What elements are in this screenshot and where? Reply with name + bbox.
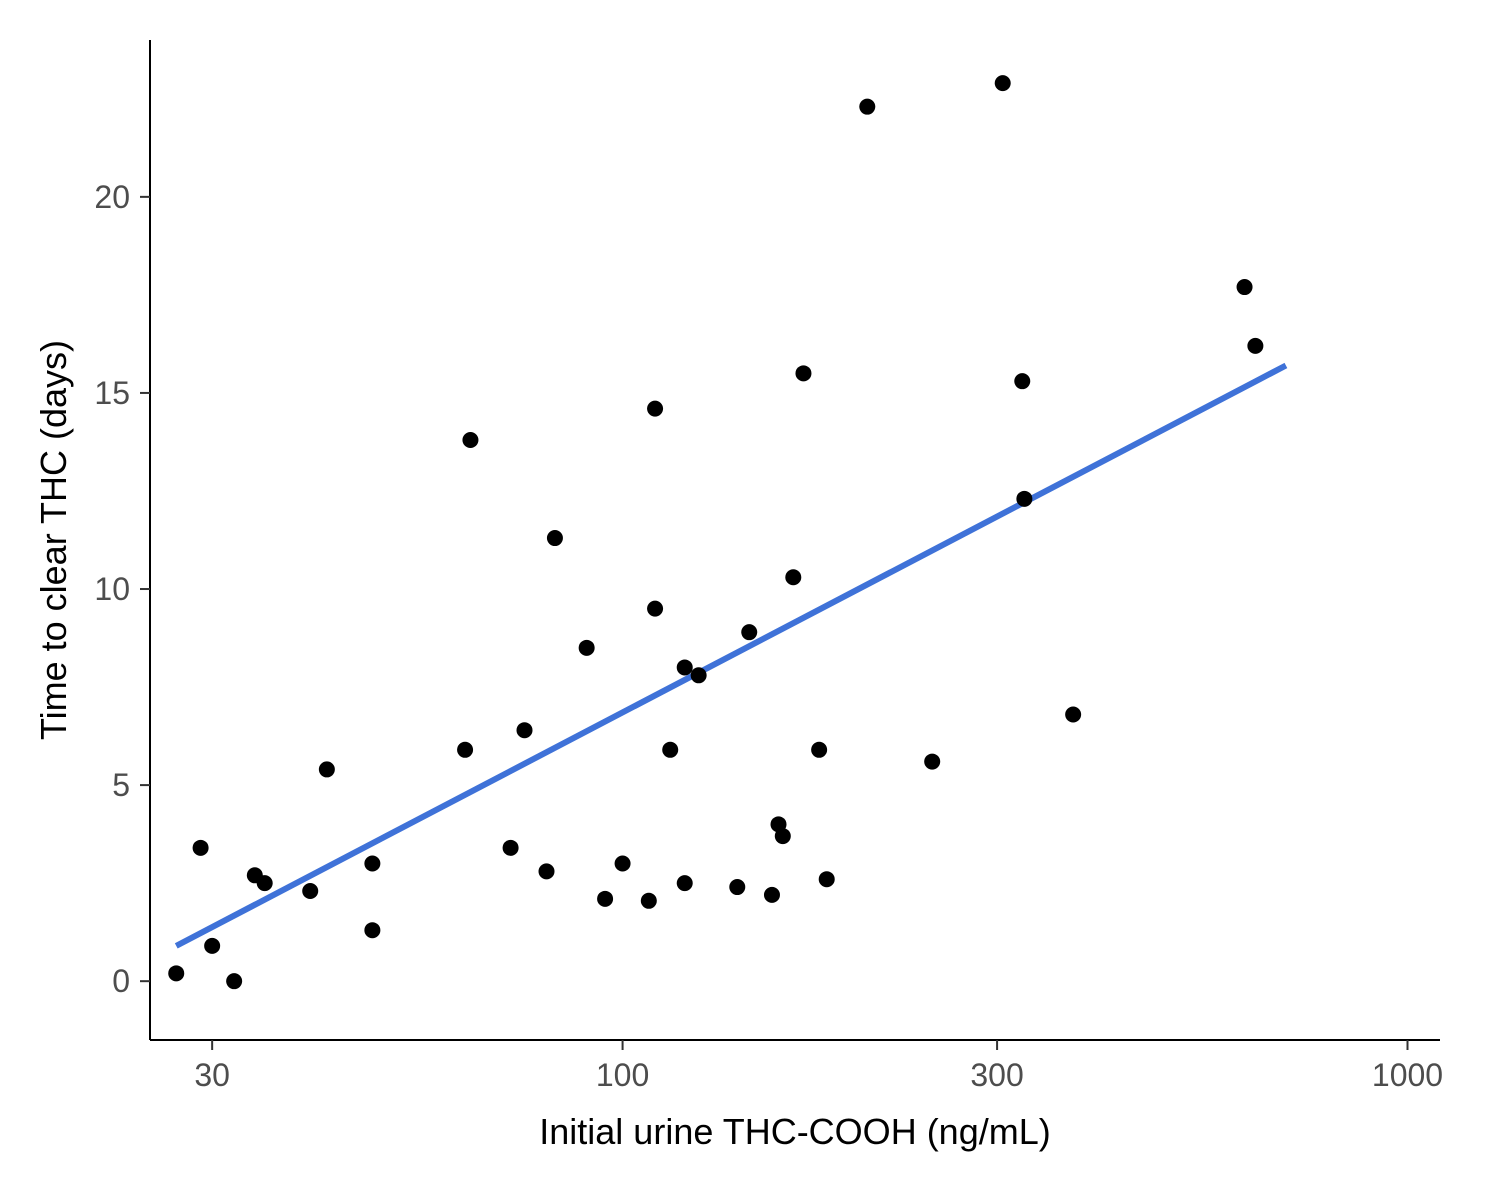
data-point bbox=[785, 569, 801, 585]
data-point bbox=[795, 365, 811, 381]
data-point bbox=[662, 742, 678, 758]
data-point bbox=[764, 887, 780, 903]
data-point bbox=[615, 856, 631, 872]
data-point bbox=[517, 722, 533, 738]
data-point bbox=[257, 875, 273, 891]
data-point bbox=[1237, 279, 1253, 295]
data-point bbox=[641, 893, 657, 909]
data-point bbox=[775, 828, 791, 844]
x-tick-label: 300 bbox=[970, 1057, 1023, 1093]
data-point bbox=[579, 640, 595, 656]
data-point bbox=[597, 891, 613, 907]
data-point bbox=[924, 754, 940, 770]
data-point bbox=[193, 840, 209, 856]
data-point bbox=[539, 863, 555, 879]
data-point bbox=[302, 883, 318, 899]
data-point bbox=[811, 742, 827, 758]
data-point bbox=[364, 922, 380, 938]
scatter-chart: 301003001000Initial urine THC-COOH (ng/m… bbox=[0, 0, 1500, 1200]
data-point bbox=[1016, 491, 1032, 507]
x-axis-label: Initial urine THC-COOH (ng/mL) bbox=[539, 1111, 1050, 1152]
y-tick-label: 20 bbox=[94, 179, 130, 215]
data-point bbox=[168, 965, 184, 981]
y-tick-label: 15 bbox=[94, 375, 130, 411]
data-point bbox=[741, 624, 757, 640]
data-point bbox=[647, 601, 663, 617]
y-tick-label: 5 bbox=[112, 767, 130, 803]
data-point bbox=[859, 99, 875, 115]
data-point bbox=[677, 875, 693, 891]
y-tick-label: 0 bbox=[112, 963, 130, 999]
data-point bbox=[691, 667, 707, 683]
data-point bbox=[729, 879, 745, 895]
data-point bbox=[204, 938, 220, 954]
data-point bbox=[462, 432, 478, 448]
x-tick-label: 1000 bbox=[1372, 1057, 1443, 1093]
data-point bbox=[1065, 707, 1081, 723]
y-tick-label: 10 bbox=[94, 571, 130, 607]
data-point bbox=[995, 75, 1011, 91]
data-point bbox=[647, 401, 663, 417]
y-axis-label: Time to clear THC (days) bbox=[33, 340, 74, 740]
data-point bbox=[364, 856, 380, 872]
data-point bbox=[457, 742, 473, 758]
x-tick-label: 100 bbox=[596, 1057, 649, 1093]
data-point bbox=[819, 871, 835, 887]
data-point bbox=[1014, 373, 1030, 389]
data-point bbox=[319, 761, 335, 777]
data-point bbox=[677, 659, 693, 675]
data-point bbox=[547, 530, 563, 546]
data-point bbox=[503, 840, 519, 856]
data-point bbox=[226, 973, 242, 989]
chart-svg: 301003001000Initial urine THC-COOH (ng/m… bbox=[0, 0, 1500, 1200]
x-tick-label: 30 bbox=[194, 1057, 230, 1093]
data-point bbox=[1247, 338, 1263, 354]
